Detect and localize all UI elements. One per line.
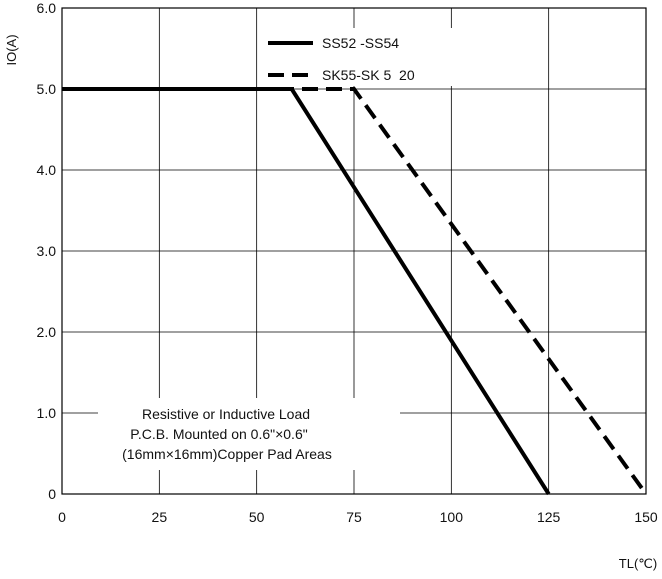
- plot-frame: [61, 7, 647, 495]
- x-tick-label: 150: [634, 509, 658, 525]
- y-tick-labels: 0 1.0 2.0 3.0 4.0 5.0 6.0: [37, 0, 57, 502]
- legend-label: SK55-SK 5 20: [322, 67, 415, 83]
- note-line: (16mm×16mm)Copper Pad Areas: [122, 446, 332, 462]
- note-background: [98, 398, 400, 470]
- y-tick-label: 4.0: [37, 162, 57, 178]
- note-line: Resistive or Inductive Load: [142, 406, 310, 422]
- y-axis-label: IO(A): [4, 34, 19, 65]
- y-tick-label: 0: [48, 486, 56, 502]
- y-tick-label: 5.0: [37, 81, 57, 97]
- note-box: Resistive or Inductive Load P.C.B. Mounte…: [122, 406, 332, 462]
- y-tick-label: 6.0: [37, 0, 57, 16]
- series-line-dashed: [62, 87, 648, 496]
- x-tick-labels: 0 25 50 75 100 125 150: [58, 509, 658, 525]
- x-tick-label: 75: [346, 509, 362, 525]
- legend: SS52 -SS54 SK55-SK 5 20: [262, 28, 452, 86]
- data-series: [62, 87, 648, 496]
- x-axis-label: TL(℃): [619, 556, 657, 571]
- y-tick-label: 3.0: [37, 243, 57, 259]
- legend-label: SS52 -SS54: [322, 35, 399, 51]
- x-tick-label: 25: [152, 509, 168, 525]
- x-tick-label: 0: [58, 509, 66, 525]
- x-tick-label: 50: [249, 509, 265, 525]
- y-tick-label: 1.0: [37, 405, 57, 421]
- note-line: P.C.B. Mounted on 0.6"×0.6": [130, 426, 307, 442]
- x-tick-label: 100: [440, 509, 464, 525]
- x-tick-label: 125: [537, 509, 561, 525]
- grid-lines: [62, 8, 646, 494]
- y-tick-label: 2.0: [37, 324, 57, 340]
